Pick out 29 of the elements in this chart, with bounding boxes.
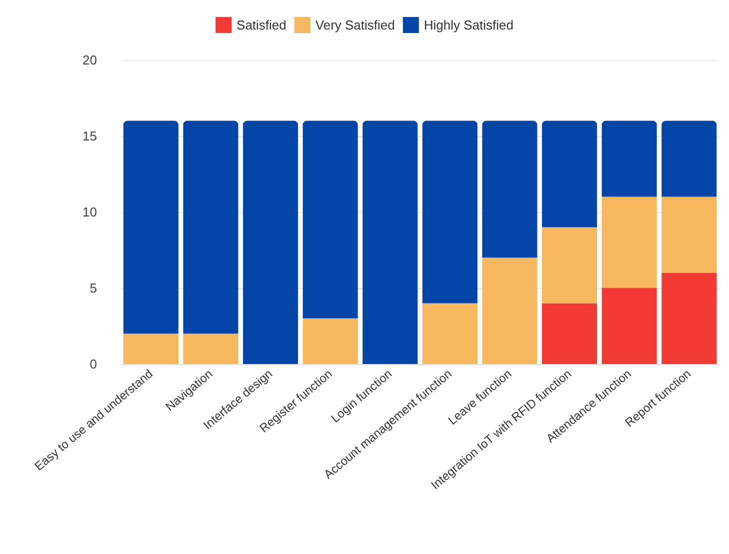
- bar: [662, 120, 717, 197]
- y-tick-label: 10: [82, 204, 97, 220]
- bar: [602, 120, 657, 197]
- legend-label: Very Satisfied: [315, 18, 395, 32]
- bar: [602, 288, 657, 364]
- bar: [662, 272, 717, 364]
- bar: [362, 120, 418, 364]
- bar: [183, 120, 238, 334]
- bar: [123, 120, 178, 334]
- y-tick-label: 20: [82, 52, 97, 68]
- bar: [542, 227, 598, 304]
- legend-label: Satisfied: [236, 18, 286, 32]
- bar: [302, 318, 358, 364]
- bar: [422, 303, 478, 364]
- bar: [662, 196, 717, 273]
- legend-label: Highly Satisfied: [424, 18, 514, 32]
- bar: [482, 258, 538, 364]
- bar: [542, 120, 598, 228]
- y-tick-label: 0: [90, 356, 97, 372]
- bar: [602, 196, 657, 288]
- bar: [482, 120, 538, 258]
- bar: [542, 303, 598, 364]
- bar: [422, 120, 478, 304]
- y-tick-label: 15: [82, 128, 97, 144]
- bar: [183, 334, 238, 364]
- bar: [123, 334, 178, 364]
- bar: [242, 120, 298, 364]
- y-tick-label: 5: [90, 280, 97, 296]
- bar: [302, 120, 358, 318]
